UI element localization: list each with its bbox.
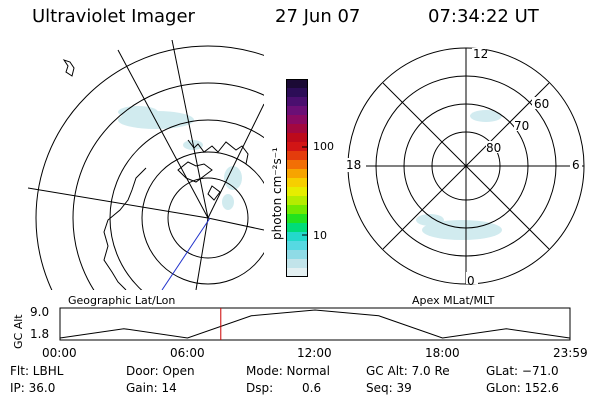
mlat-label-80: 80 (486, 141, 502, 155)
mlt-label-18: 18 (346, 158, 362, 172)
colorbar-stripe (286, 178, 308, 188)
orbit-track (161, 217, 211, 290)
mlt-label-12: 12 (473, 47, 489, 61)
colorbar-stripe (286, 196, 308, 206)
colorbar-unit-label: photon cm⁻²s⁻¹ (270, 147, 284, 240)
colorbar-stripe (286, 223, 308, 233)
coastline (62, 59, 249, 290)
altitude-ylabel: GC Alt (12, 314, 25, 349)
mlat-label-60: 60 (534, 97, 550, 111)
mlat-label-70: 70 (514, 119, 530, 133)
altitude-plot (59, 307, 571, 341)
altitude-ytick-bottom: 1.8 (30, 327, 50, 341)
colorbar-stripe (286, 187, 308, 197)
instrument-title: Ultraviolet Imager (32, 6, 195, 27)
mode-status: Mode: Normal (246, 364, 330, 378)
altitude-xtick-1200: 12:00 (297, 346, 332, 360)
colorbar-stripe (286, 151, 308, 161)
altitude-plot-frame (59, 307, 571, 341)
geo-map-label: Geographic Lat/Lon (68, 294, 176, 307)
gc-alt-status: GC Alt: 7.0 Re (366, 364, 450, 378)
geographic-map (28, 40, 264, 290)
colorbar-stripe (286, 115, 308, 125)
altitude-xtick-2359: 23:59 (553, 346, 588, 360)
colorbar-stripe (286, 88, 308, 98)
observation-time: 07:34:22 UT (428, 6, 539, 27)
dsp-label: Dsp: (246, 381, 274, 395)
colorbar-stripe (286, 106, 308, 116)
altitude-ytick-top: 9.0 (30, 305, 50, 319)
polar-map (346, 47, 585, 285)
colorbar-tick-100: 100 (313, 140, 334, 153)
colorbar-stripe (286, 79, 308, 89)
glon-status: GLon: 152.6 (486, 381, 559, 395)
altitude-series-line (59, 309, 570, 339)
mlt-label-6: 6 (572, 158, 580, 172)
ip-status: IP: 36.0 (10, 381, 56, 395)
colorbar-stripe (286, 124, 308, 134)
colorbar-stripe (286, 241, 308, 251)
door-status: Door: Open (126, 364, 195, 378)
altitude-xtick-0000: 00:00 (42, 346, 77, 360)
glat-status: GLat: −71.0 (486, 364, 559, 378)
colorbar-stripe (286, 97, 308, 107)
colorbar-stripe (286, 205, 308, 215)
colorbar-stripe (286, 232, 308, 242)
altitude-xtick-0600: 06:00 (170, 346, 205, 360)
observation-date: 27 Jun 07 (275, 6, 361, 27)
colorbar-stripe (286, 214, 308, 224)
gain-status: Gain: 14 (126, 381, 177, 395)
dsp-value: 0.6 (302, 381, 322, 395)
colorbar-stripe (286, 169, 308, 179)
colorbar-stripe (286, 250, 308, 260)
colorbar (286, 79, 308, 277)
mlt-label-0: 0 (467, 274, 475, 288)
altitude-xtick-1800: 18:00 (425, 346, 460, 360)
colorbar-stripe (286, 142, 308, 152)
colorbar-tick-10: 10 (313, 229, 327, 242)
polar-map-label: Apex MLat/MLT (412, 294, 495, 307)
colorbar-stripe (286, 268, 308, 277)
filter-status: Flt: LBHL (10, 364, 64, 378)
seq-status: Seq: 39 (366, 381, 412, 395)
colorbar-stripe (286, 160, 308, 170)
aurora-emission-polar (416, 110, 502, 240)
colorbar-stripe (286, 133, 308, 143)
colorbar-stripe (286, 259, 308, 269)
